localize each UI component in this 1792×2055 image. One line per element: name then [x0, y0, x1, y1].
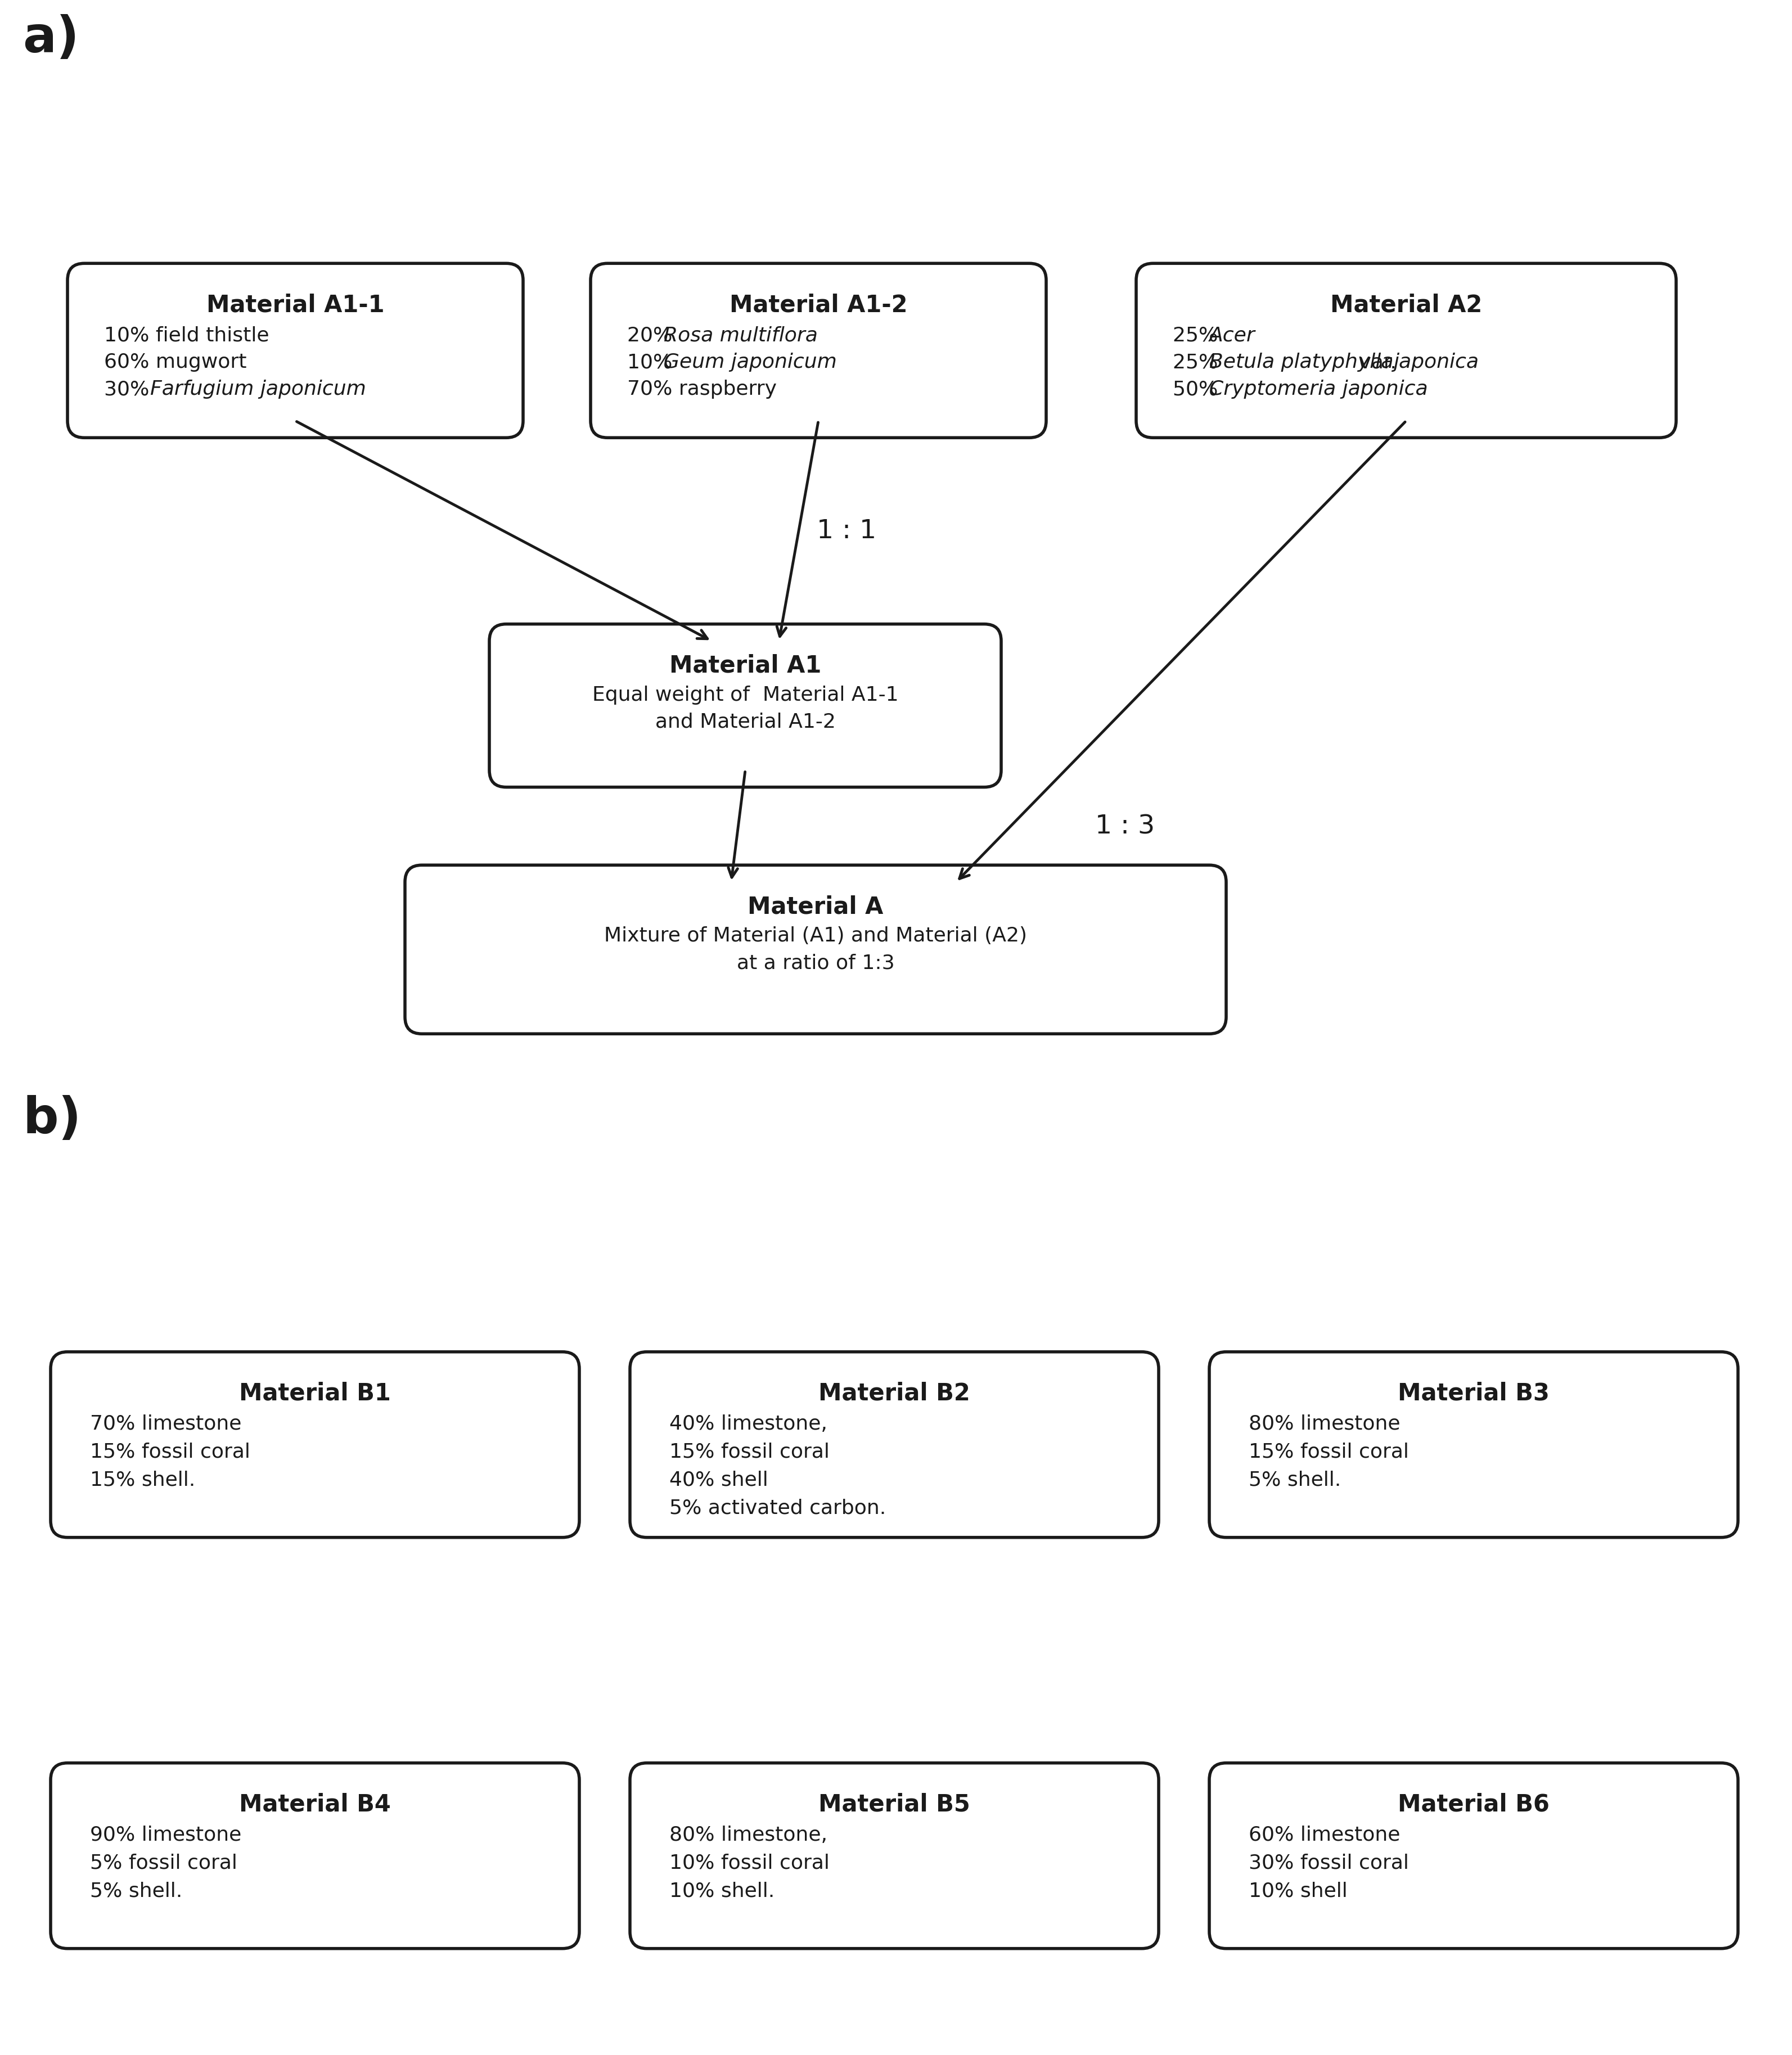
- Text: Material A2: Material A2: [1330, 294, 1482, 316]
- Text: Material B4: Material B4: [238, 1792, 391, 1817]
- Text: 15% fossil coral: 15% fossil coral: [1249, 1443, 1409, 1461]
- FancyBboxPatch shape: [489, 625, 1002, 787]
- Text: Material B1: Material B1: [238, 1381, 391, 1406]
- Text: Material B6: Material B6: [1398, 1792, 1550, 1817]
- Text: 30% fossil coral: 30% fossil coral: [1249, 1854, 1409, 1872]
- Text: var.: var.: [1353, 353, 1403, 372]
- Text: japonica: japonica: [1392, 353, 1478, 372]
- Text: 1 : 3: 1 : 3: [1095, 814, 1154, 838]
- Text: Mixture of Material (A1) and Material (A2): Mixture of Material (A1) and Material (A…: [604, 927, 1027, 945]
- Text: 5% shell.: 5% shell.: [90, 1880, 183, 1901]
- Text: Cryptomeria japonica: Cryptomeria japonica: [1210, 380, 1428, 399]
- Text: 80% limestone: 80% limestone: [1249, 1414, 1400, 1432]
- FancyBboxPatch shape: [591, 263, 1047, 438]
- Text: Geum japonicum: Geum japonicum: [663, 353, 837, 372]
- FancyBboxPatch shape: [68, 263, 523, 438]
- FancyBboxPatch shape: [631, 1763, 1159, 1948]
- FancyBboxPatch shape: [50, 1763, 579, 1948]
- Text: 15% fossil coral: 15% fossil coral: [90, 1443, 251, 1461]
- Text: 60% limestone: 60% limestone: [1249, 1825, 1400, 1843]
- Text: Equal weight of  Material A1-1: Equal weight of Material A1-1: [591, 684, 898, 705]
- Text: Material A1-1: Material A1-1: [206, 294, 383, 316]
- Text: 10%: 10%: [627, 353, 679, 372]
- Text: 10% fossil coral: 10% fossil coral: [670, 1854, 830, 1872]
- Text: 10% field thistle: 10% field thistle: [104, 325, 269, 345]
- Text: 15% fossil coral: 15% fossil coral: [670, 1443, 830, 1461]
- Text: 10% shell.: 10% shell.: [670, 1880, 774, 1901]
- Text: Betula platyphylla: Betula platyphylla: [1210, 353, 1394, 372]
- Text: 40% limestone,: 40% limestone,: [670, 1414, 828, 1432]
- FancyBboxPatch shape: [631, 1352, 1159, 1537]
- Text: 1 : 1: 1 : 1: [817, 518, 876, 545]
- Text: Acer: Acer: [1210, 325, 1254, 345]
- Text: 5% fossil coral: 5% fossil coral: [90, 1854, 237, 1872]
- Text: Farfugium japonicum: Farfugium japonicum: [151, 380, 366, 399]
- Text: Material B3: Material B3: [1398, 1381, 1550, 1406]
- Text: Rosa multiflora: Rosa multiflora: [663, 325, 817, 345]
- Text: 70% raspberry: 70% raspberry: [627, 380, 776, 399]
- FancyBboxPatch shape: [405, 865, 1226, 1034]
- Text: and Material A1-2: and Material A1-2: [656, 713, 835, 732]
- Text: 40% shell: 40% shell: [670, 1469, 769, 1490]
- Text: 70% limestone: 70% limestone: [90, 1414, 242, 1432]
- FancyBboxPatch shape: [1210, 1763, 1738, 1948]
- Text: 10% shell: 10% shell: [1249, 1880, 1348, 1901]
- Text: b): b): [23, 1095, 81, 1145]
- Text: 90% limestone: 90% limestone: [90, 1825, 242, 1843]
- Text: 20%: 20%: [627, 325, 679, 345]
- Text: 5% shell.: 5% shell.: [1249, 1469, 1340, 1490]
- Text: Material A1: Material A1: [668, 653, 821, 678]
- Text: at a ratio of 1:3: at a ratio of 1:3: [737, 954, 894, 972]
- Text: 5% activated carbon.: 5% activated carbon.: [670, 1498, 885, 1517]
- Text: 25%: 25%: [1172, 325, 1224, 345]
- FancyBboxPatch shape: [1136, 263, 1676, 438]
- FancyBboxPatch shape: [50, 1352, 579, 1537]
- Text: 15% shell.: 15% shell.: [90, 1469, 195, 1490]
- Text: 30%: 30%: [104, 380, 163, 399]
- FancyBboxPatch shape: [1210, 1352, 1738, 1537]
- Text: 80% limestone,: 80% limestone,: [670, 1825, 828, 1843]
- Text: 50%: 50%: [1172, 380, 1224, 399]
- Text: Material B5: Material B5: [819, 1792, 969, 1817]
- Text: 25%: 25%: [1172, 353, 1224, 372]
- Text: Material B2: Material B2: [819, 1381, 969, 1406]
- Text: 60% mugwort: 60% mugwort: [104, 353, 247, 372]
- Text: a): a): [23, 14, 79, 64]
- Text: Material A1-2: Material A1-2: [729, 294, 907, 316]
- Text: Material A: Material A: [747, 894, 883, 919]
